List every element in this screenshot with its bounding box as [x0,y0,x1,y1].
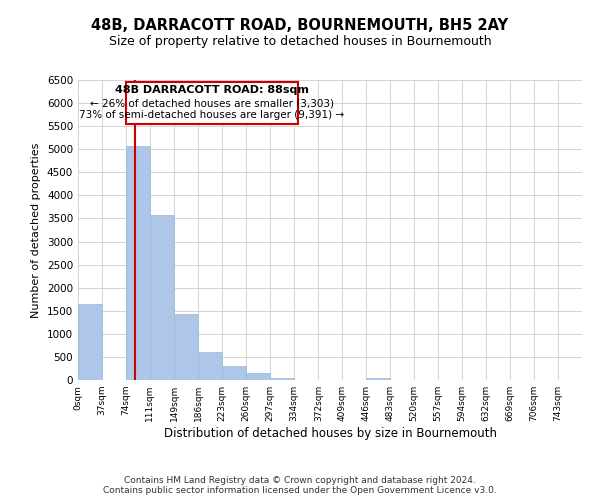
X-axis label: Distribution of detached houses by size in Bournemouth: Distribution of detached houses by size … [163,427,497,440]
Text: ← 26% of detached houses are smaller (3,303): ← 26% of detached houses are smaller (3,… [90,98,334,108]
Text: 73% of semi-detached houses are larger (9,391) →: 73% of semi-detached houses are larger (… [79,110,344,120]
Bar [366,378,390,380]
Text: 48B, DARRACOTT ROAD, BOURNEMOUTH, BH5 2AY: 48B, DARRACOTT ROAD, BOURNEMOUTH, BH5 2A… [91,18,509,32]
Text: Size of property relative to detached houses in Bournemouth: Size of property relative to detached ho… [109,35,491,48]
Y-axis label: Number of detached properties: Number of detached properties [31,142,41,318]
Bar [150,215,174,380]
Text: 48B DARRACOTT ROAD: 88sqm: 48B DARRACOTT ROAD: 88sqm [115,86,308,96]
Bar [126,146,150,380]
Bar [270,378,294,380]
Bar [222,366,246,380]
Bar [198,352,222,380]
Bar [78,304,102,380]
Text: Contains HM Land Registry data © Crown copyright and database right 2024.: Contains HM Land Registry data © Crown c… [124,476,476,485]
FancyBboxPatch shape [126,82,298,124]
Bar [246,373,270,380]
Bar [174,314,198,380]
Text: Contains public sector information licensed under the Open Government Licence v3: Contains public sector information licen… [103,486,497,495]
